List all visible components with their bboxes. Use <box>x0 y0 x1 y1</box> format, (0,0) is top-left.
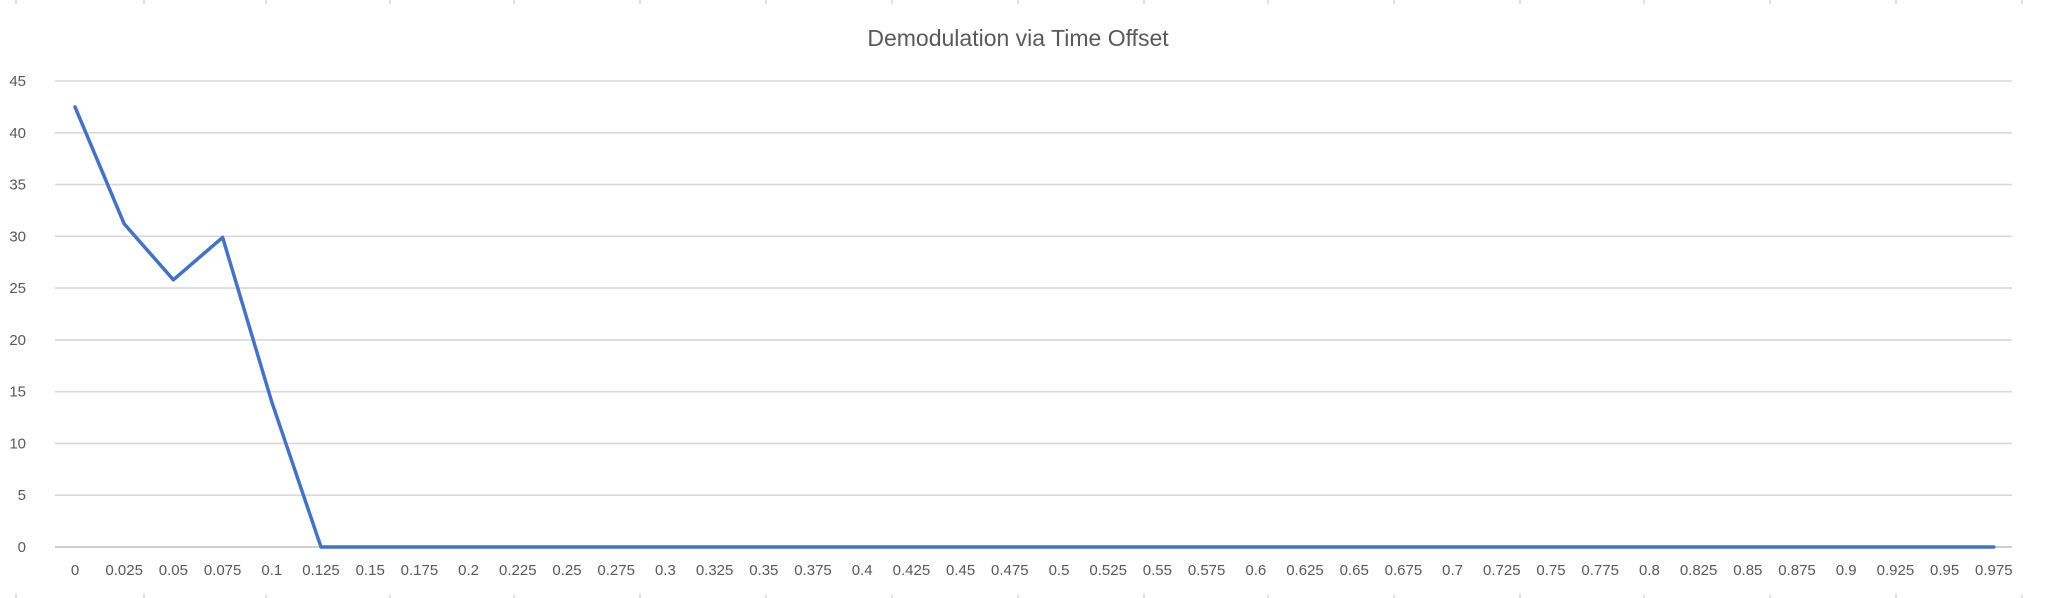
data-point <box>171 278 175 282</box>
data-point <box>1303 545 1307 549</box>
x-tick-label: 0.975 <box>1975 562 2013 579</box>
data-point <box>122 222 126 226</box>
data-point <box>221 235 225 239</box>
data-point <box>1205 545 1209 549</box>
data-point <box>1008 545 1012 549</box>
y-tick-label: 30 <box>9 228 26 245</box>
y-tick-label: 0 <box>18 539 26 556</box>
data-point <box>319 545 323 549</box>
data-point <box>467 545 471 549</box>
data-point <box>1549 545 1553 549</box>
y-tick-label: 35 <box>9 177 26 194</box>
x-tick-label: 0 <box>71 562 79 579</box>
x-tick-label: 0.125 <box>302 562 340 579</box>
y-tick-label: 5 <box>18 487 26 504</box>
x-tick-label: 0.65 <box>1340 562 1369 579</box>
x-tick-label: 0.375 <box>794 562 832 579</box>
x-tick-label: 0.05 <box>159 562 188 579</box>
data-point <box>1500 545 1504 549</box>
data-point <box>663 545 667 549</box>
x-tick-label: 0.1 <box>261 562 282 579</box>
data-point <box>1352 545 1356 549</box>
y-tick-label: 10 <box>9 435 26 452</box>
x-tick-label: 0.525 <box>1089 562 1127 579</box>
x-tick-label: 0.8 <box>1639 562 1660 579</box>
data-point <box>1451 545 1455 549</box>
x-tick-label: 0.45 <box>946 562 975 579</box>
x-tick-label: 0.7 <box>1442 562 1463 579</box>
x-tick-label: 0.875 <box>1778 562 1816 579</box>
x-tick-label: 0.15 <box>356 562 385 579</box>
data-point <box>614 545 618 549</box>
x-tick-label: 0.3 <box>655 562 676 579</box>
x-tick-label: 0.5 <box>1049 562 1070 579</box>
data-point <box>1598 545 1602 549</box>
x-tick-label: 0.75 <box>1536 562 1565 579</box>
x-tick-label: 0.225 <box>499 562 537 579</box>
y-tick-label: 25 <box>9 280 26 297</box>
x-tick-label: 0.825 <box>1680 562 1718 579</box>
data-point <box>1992 545 1996 549</box>
x-tick-label: 0.625 <box>1286 562 1324 579</box>
x-tick-label: 0.175 <box>401 562 439 579</box>
x-tick-label: 0.025 <box>105 562 143 579</box>
x-tick-label: 0.35 <box>749 562 778 579</box>
x-tick-label: 0.075 <box>204 562 242 579</box>
data-point <box>417 545 421 549</box>
data-point <box>811 545 815 549</box>
x-tick-label: 0.9 <box>1836 562 1857 579</box>
data-point <box>516 545 520 549</box>
data-point <box>860 545 864 549</box>
data-point <box>909 545 913 549</box>
data-point <box>1254 545 1258 549</box>
x-tick-label: 0.925 <box>1877 562 1915 579</box>
data-point <box>959 545 963 549</box>
data-point <box>1155 545 1159 549</box>
data-point <box>270 400 274 404</box>
data-point <box>1943 545 1947 549</box>
x-tick-label: 0.425 <box>893 562 931 579</box>
y-tick-label: 20 <box>9 332 26 349</box>
x-tick-label: 0.575 <box>1188 562 1226 579</box>
series-layer <box>73 105 1996 549</box>
x-axis-tick-labels: 0 0.025 0.05 0.075 0.1 0.125 0.15 0.175 0.2 0.225… <box>71 562 2013 579</box>
data-point <box>73 105 77 109</box>
data-point <box>1106 545 1110 549</box>
gridlines <box>55 80 2012 548</box>
data-point <box>1697 545 1701 549</box>
frame-border-ticks <box>15 0 2023 598</box>
x-tick-label: 0.95 <box>1930 562 1959 579</box>
data-point <box>1746 545 1750 549</box>
data-point <box>713 545 717 549</box>
y-tick-label: 45 <box>9 73 26 90</box>
x-tick-label: 0.275 <box>597 562 635 579</box>
data-point <box>1795 545 1799 549</box>
x-tick-label: 0.55 <box>1143 562 1172 579</box>
x-tick-label: 0.6 <box>1245 562 1266 579</box>
x-tick-label: 0.4 <box>852 562 873 579</box>
data-point <box>1401 545 1405 549</box>
y-tick-label: 40 <box>9 125 26 142</box>
x-tick-label: 0.85 <box>1733 562 1762 579</box>
x-tick-label: 0.2 <box>458 562 479 579</box>
data-point <box>1893 545 1897 549</box>
x-tick-label: 0.725 <box>1483 562 1521 579</box>
data-point <box>1647 545 1651 549</box>
x-tick-label: 0.775 <box>1581 562 1619 579</box>
y-axis-tick-labels: 0 5 10 15 20 25 30 35 40 45 <box>9 73 26 556</box>
data-point <box>1844 545 1848 549</box>
y-tick-label: 15 <box>9 384 26 401</box>
data-point <box>565 545 569 549</box>
x-tick-label: 0.25 <box>552 562 581 579</box>
x-tick-label: 0.475 <box>991 562 1029 579</box>
chart-title: Demodulation via Time Offset <box>867 25 1169 51</box>
data-point <box>762 545 766 549</box>
x-tick-label: 0.675 <box>1385 562 1423 579</box>
data-point <box>368 545 372 549</box>
series-line <box>73 105 1996 549</box>
x-tick-label: 0.325 <box>696 562 734 579</box>
data-point <box>1057 545 1061 549</box>
